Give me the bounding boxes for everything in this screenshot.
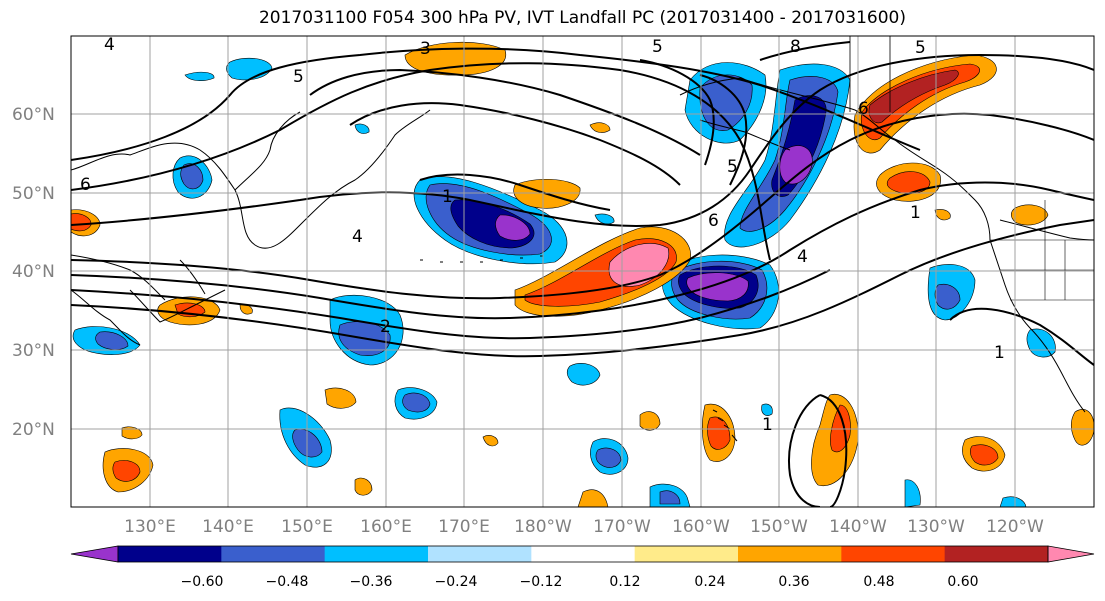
gridlines — [71, 36, 1094, 507]
colorbar-tick: −0.36 — [350, 574, 393, 590]
lon-label: 160°E — [360, 517, 412, 537]
colorbar-tick: −0.60 — [181, 574, 224, 590]
colorbar-segment — [841, 546, 946, 562]
colorbar-outline — [117, 545, 1049, 563]
contour-label: 5 — [727, 157, 738, 177]
lon-label: 170°E — [438, 517, 490, 537]
colorbar-tick: −0.12 — [520, 574, 563, 590]
lon-label: 160°W — [672, 517, 730, 537]
lon-label: 130°W — [907, 517, 965, 537]
longitude-labels: 130°E 140°E 150°E 160°E 170°E 180°W 170°… — [124, 517, 1044, 537]
lat-label: 60°N — [12, 105, 55, 125]
contour-label: 4 — [352, 227, 363, 247]
colorbar-tick: 0.48 — [863, 574, 894, 590]
lon-label: 180°W — [514, 517, 572, 537]
lat-label: 30°N — [12, 341, 55, 361]
lat-label: 50°N — [12, 184, 55, 204]
shading-layer — [71, 41, 1094, 507]
contour-label: 5 — [652, 37, 663, 57]
colorbar-segment — [428, 546, 532, 562]
contour-label: 1 — [762, 415, 773, 435]
colorbar — [70, 545, 1095, 563]
colorbar-tick: −0.48 — [266, 574, 309, 590]
lon-label: 140°W — [829, 517, 887, 537]
contour-label: 1 — [442, 187, 453, 207]
colorbar-ticks: −0.60 −0.48 −0.36 −0.24 −0.12 0.12 0.24 … — [181, 574, 979, 590]
contour-label: 1 — [994, 343, 1005, 363]
lat-label: 20°N — [12, 420, 55, 440]
lat-label: 40°N — [12, 262, 55, 282]
contour-label: 3 — [420, 39, 431, 59]
contour-label: 4 — [104, 35, 115, 55]
lon-label: 150°E — [281, 517, 333, 537]
colorbar-tick: 0.24 — [694, 574, 725, 590]
lon-label: 170°W — [593, 517, 651, 537]
contour-label: 6 — [708, 211, 719, 231]
lon-label: 120°W — [986, 517, 1044, 537]
contour-labels: 4 3 5 8 5 6 1 4 5 6 4 2 1 1 1 5 6 — [80, 35, 1005, 435]
colorbar-tick: 0.60 — [947, 574, 978, 590]
colorbar-extend-max — [1047, 545, 1095, 563]
colorbar-tick: −0.24 — [435, 574, 478, 590]
contour-label: 2 — [380, 317, 391, 337]
map-frame — [70, 35, 1095, 508]
colorbar-segment — [738, 546, 842, 562]
colorbar-segment — [531, 546, 636, 562]
contour-label: 6 — [80, 175, 91, 195]
colorbar-segment — [944, 546, 1049, 562]
contour-label: 4 — [797, 247, 808, 267]
coastlines — [71, 36, 1094, 442]
colorbar-tick: 0.12 — [609, 574, 640, 590]
contour-label: 1 — [910, 203, 921, 223]
colorbar-extend-min — [70, 545, 119, 563]
contour-label: 8 — [790, 37, 801, 57]
lon-label: 130°E — [124, 517, 176, 537]
lon-label: 150°W — [750, 517, 808, 537]
colorbar-segment — [118, 546, 222, 562]
map-title: 2017031100 F054 300 hPa PV, IVT Landfall… — [258, 8, 906, 28]
colorbar-segment — [221, 546, 326, 562]
contour-label: 5 — [915, 38, 926, 58]
contour-label: 6 — [858, 99, 869, 119]
lon-label: 140°E — [202, 517, 254, 537]
colorbar-segment — [324, 546, 429, 562]
latitude-labels: 60°N 50°N 40°N 30°N 20°N — [12, 105, 55, 440]
colorbar-tick: 0.36 — [778, 574, 809, 590]
contour-label: 5 — [293, 67, 304, 87]
colorbar-segment — [634, 546, 739, 562]
